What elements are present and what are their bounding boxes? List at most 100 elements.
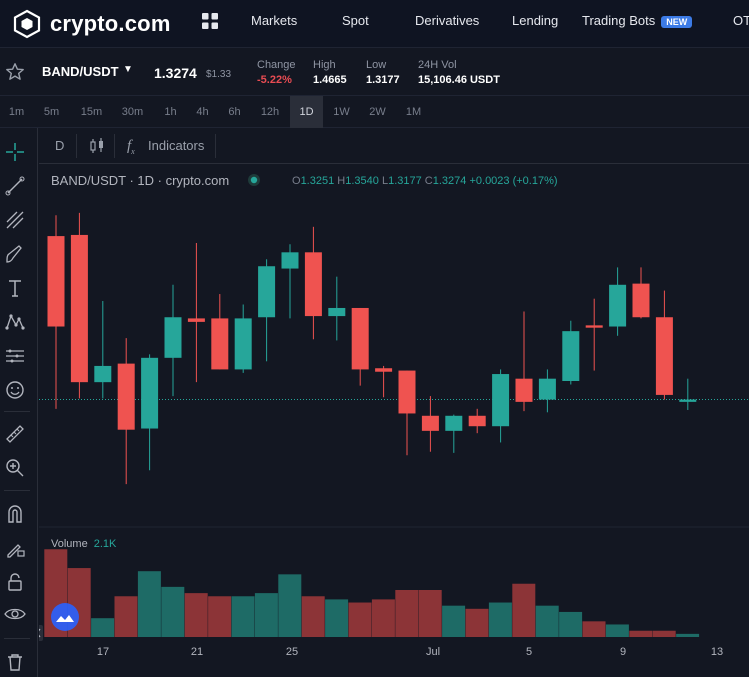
interval-1d[interactable]: 1D (290, 96, 323, 128)
interval-1w[interactable]: 1W (333, 106, 350, 118)
nav-overflow[interactable]: OT (733, 13, 749, 28)
indicators-button[interactable]: Indicators (148, 138, 205, 153)
tradingview-logo-icon[interactable] (51, 603, 79, 631)
chart-legend-title: BAND/USDT · 1D · crypto.com (51, 173, 261, 188)
stat-value: 1.3177 (366, 74, 400, 86)
interval-1mo[interactable]: 1M (405, 106, 422, 118)
volume-bar (348, 602, 372, 637)
x-axis: 17 21 25 Jul 5 9 13 (97, 646, 723, 658)
candle (421, 396, 439, 452)
nav-lending[interactable]: Lending (512, 13, 559, 28)
trash-icon[interactable] (3, 650, 27, 674)
toolbar-divider (4, 411, 30, 412)
nav-spot[interactable]: Spot (342, 13, 369, 28)
eye-icon[interactable] (3, 602, 27, 626)
candle (328, 276, 346, 341)
volume-legend: Volume 2.1K (51, 538, 116, 550)
interval-1m[interactable]: 1m (8, 106, 25, 118)
candle-body (351, 307, 369, 370)
collapse-toolbar-icon[interactable] (39, 625, 43, 641)
lock-icon[interactable] (3, 570, 27, 594)
stat-change: Change -5.22% (257, 59, 296, 86)
volume-bar (137, 571, 161, 637)
volume-bar (184, 593, 208, 637)
candle (117, 338, 135, 485)
volume-bar (325, 599, 349, 637)
interval-15m[interactable]: 15m (80, 106, 103, 118)
new-badge: NEW (661, 15, 693, 28)
measure-lines-icon[interactable] (3, 344, 27, 368)
volume-bar (208, 596, 232, 637)
top-nav: crypto.com Markets Spot Derivatives Lend… (0, 0, 749, 48)
crosshair-icon[interactable] (3, 140, 27, 164)
stat-label: Change (257, 59, 296, 71)
volume-value: 2.1K (93, 538, 117, 550)
candle (398, 370, 416, 456)
candles-style-icon[interactable] (88, 137, 106, 155)
toolbar-divider (4, 638, 30, 639)
logo-text: crypto.com (50, 11, 171, 36)
candle (679, 378, 697, 410)
chart-symbol-title: BAND/USDT · 1D · crypto.com (51, 173, 230, 188)
candle-body (609, 284, 627, 327)
favorite-star-icon[interactable] (5, 62, 25, 82)
interval-30m[interactable]: 30m (121, 106, 144, 118)
fib-tool-icon[interactable] (3, 208, 27, 232)
interval-1h[interactable]: 1h (164, 106, 177, 118)
nav-trading-bots[interactable]: Trading Bots NEW (582, 13, 693, 28)
volume-bar (161, 586, 185, 637)
candle-body (70, 234, 88, 383)
interval-12h[interactable]: 12h (260, 106, 280, 118)
zoom-in-icon[interactable] (3, 456, 27, 480)
nav-markets[interactable]: Markets (251, 13, 298, 28)
interval-5m[interactable]: 5m (43, 106, 60, 118)
stat-low: Low 1.3177 (366, 59, 400, 86)
x-tick-label: 21 (191, 646, 203, 658)
volume-bar (582, 621, 606, 637)
candle-body (164, 317, 182, 358)
interval-button[interactable]: D (55, 138, 65, 153)
chart-area[interactable]: 17 21 25 Jul 5 9 13 BAND/USDT · 1D · crypto.co… (39, 165, 749, 677)
candle-body (562, 331, 580, 382)
apps-grid-icon[interactable] (201, 12, 219, 30)
logo[interactable]: crypto.com (12, 8, 171, 40)
nav-derivatives[interactable]: Derivatives (415, 13, 480, 28)
volume-bar (231, 596, 255, 637)
candle-body (258, 266, 276, 318)
volume-bar (371, 599, 395, 637)
stat-label: 24H Vol (418, 59, 457, 71)
stat-value: -5.22% (257, 74, 292, 86)
price-chart[interactable]: 17 21 25 Jul 5 9 13 (39, 165, 749, 677)
candle-body (468, 415, 486, 427)
interval-6h[interactable]: 6h (228, 106, 241, 118)
x-tick-label: 17 (97, 646, 109, 658)
interval-2w[interactable]: 2W (369, 106, 386, 118)
caret-down-icon[interactable]: ▼ (123, 64, 133, 75)
lock-drawing-icon[interactable] (3, 536, 27, 560)
trend-line-icon[interactable] (3, 174, 27, 198)
pair-selector[interactable]: BAND/USDT (42, 64, 119, 79)
candle (281, 244, 299, 319)
stat-high: High 1.4665 (313, 59, 347, 86)
indicators-fx-icon[interactable]: fx (127, 138, 135, 156)
ruler-icon[interactable] (3, 422, 27, 446)
volume-bar (442, 605, 466, 637)
emoji-icon[interactable] (3, 378, 27, 402)
candle (47, 215, 65, 409)
candle-body (398, 370, 416, 414)
interval-4h[interactable]: 4h (196, 106, 209, 118)
toolbar-divider (4, 490, 30, 491)
pattern-tool-icon[interactable] (3, 310, 27, 334)
text-tool-icon[interactable] (3, 276, 27, 300)
candle (304, 226, 322, 340)
volume-bar (301, 596, 325, 637)
candle-body (234, 318, 252, 370)
brush-icon[interactable] (3, 242, 27, 266)
x-tick-label: 13 (711, 646, 723, 658)
magnet-icon[interactable] (3, 502, 27, 526)
close-label: C (424, 175, 433, 187)
x-tick-label: 9 (620, 646, 626, 658)
candle-body (94, 365, 112, 383)
open-label: O (292, 175, 301, 187)
candle-body (281, 252, 299, 269)
